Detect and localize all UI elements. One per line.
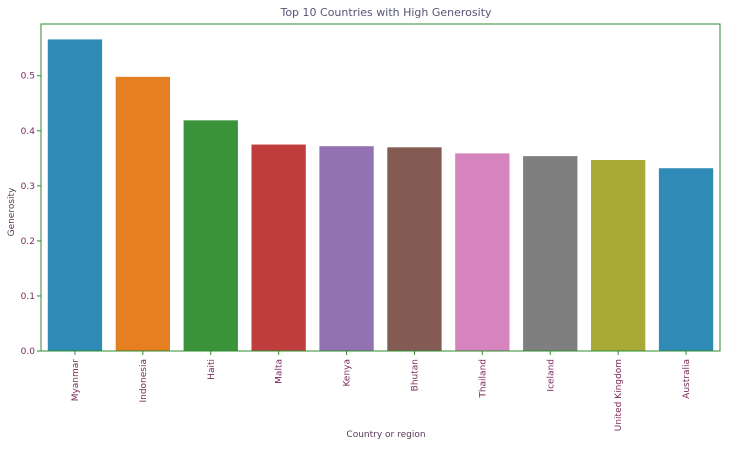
bar-thailand [455,153,510,351]
x-tick-label: Indonesia [139,359,149,403]
bar-myanmar [47,39,103,351]
plot-frame [40,23,721,352]
x-tick-label: Myanmar [71,359,81,402]
x-ticks-layer: Myanmar Indonesia Haiti Malta Kenya Bhutan Tha… [71,351,692,431]
y-tick-label: 0.4 [21,127,36,137]
x-tick-label: Malta [275,359,285,384]
bar-united-kingdom [590,159,646,351]
x-tick-label: Iceland [546,359,556,392]
x-tick-label: Thailand [478,359,488,399]
y-axis-label: Generosity [7,187,17,236]
bars-layer [47,39,714,351]
axes-layer [40,23,721,352]
x-axis-label: Country or region [346,430,425,440]
x-tick-label: Haiti [207,359,217,380]
bar-indonesia [115,76,171,351]
y-tick-label: 0.5 [21,72,35,82]
bar-iceland [523,156,578,351]
x-tick-label: United Kingdom [614,359,624,431]
y-ticks-layer: 0.0 0.1 0.2 0.3 0.4 0.5 [21,72,41,357]
x-tick-label: Australia [682,359,692,399]
bar-kenya [319,146,374,351]
bar-haiti [183,120,238,351]
x-tick-label: Kenya [343,359,353,387]
y-tick-label: 0.3 [21,182,35,192]
y-tick-label: 0.2 [21,237,35,247]
bar-bhutan [387,147,442,351]
x-tick-label: Bhutan [410,359,420,391]
bar-malta [251,144,306,351]
y-tick-label: 0.0 [21,347,36,357]
y-tick-label: 0.1 [21,292,35,302]
bar-australia [658,168,714,351]
chart-title: Top 10 Countries with High Generosity [279,6,492,19]
